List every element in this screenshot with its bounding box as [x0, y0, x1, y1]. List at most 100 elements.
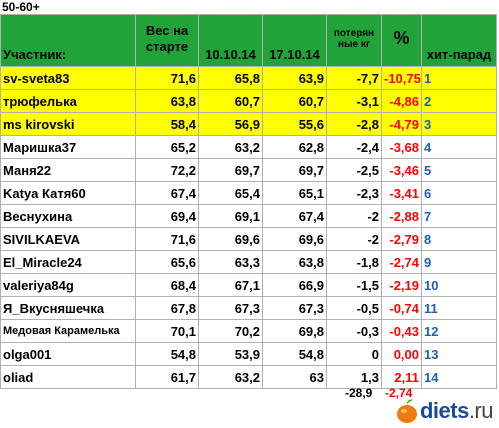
kg-lost: -0,5	[326, 296, 382, 320]
table-row: olga001 54,8 53,9 54,8 0 0,00 13	[0, 342, 497, 366]
percent-lost: -10,75	[381, 66, 422, 90]
weight-date1: 63,3	[198, 250, 263, 274]
hitparade-rank: 1	[421, 66, 497, 90]
table-row: Я_Вкусняшечка 67,8 67,3 67,3 -0,5 -0,74 11	[0, 296, 497, 320]
weight-date1: 53,9	[198, 342, 263, 366]
header-start-line2: старте	[145, 38, 189, 54]
weight-date1: 67,1	[198, 273, 263, 297]
table-row: ms kirovski 58,4 56,9 55,6 -2,8 -4,79 3	[0, 112, 497, 136]
percent-lost: -3,68	[381, 135, 422, 159]
percent-lost: -3,46	[381, 158, 422, 182]
table-row: valeriya84g 68,4 67,1 66,9 -1,5 -2,19 10	[0, 273, 497, 297]
header-participant: Участник:	[0, 14, 136, 67]
header-start-line1: Вес на	[145, 22, 189, 38]
kg-lost: -7,7	[326, 66, 382, 90]
kg-lost: 0	[326, 342, 382, 366]
participant-name: Katya Катя60	[0, 181, 136, 205]
weight-date1: 70,2	[198, 319, 263, 343]
hitparade-rank: 2	[421, 89, 497, 113]
start-weight: 67,4	[135, 181, 199, 205]
percent-lost: 2,11	[381, 365, 422, 389]
percent-lost: -4,79	[381, 112, 422, 136]
table-row: SIVILKAEVA 71,6 69,6 69,6 -2 -2,79 8	[0, 227, 497, 251]
start-weight: 63,8	[135, 89, 199, 113]
weight-date1: 69,1	[198, 204, 263, 228]
hitparade-rank: 7	[421, 204, 497, 228]
start-weight: 70,1	[135, 319, 199, 343]
hitparade-rank: 5	[421, 158, 497, 182]
start-weight: 61,7	[135, 365, 199, 389]
percent-lost: -2,79	[381, 227, 422, 251]
table-row: Медовая Карамелька 70,1 70,2 69,8 -0,3 -0,43 1…	[0, 319, 497, 343]
participant-name: Маня22	[0, 158, 136, 182]
table-row: El_Miracle24 65,6 63,3 63,8 -1,8 -2,74 9	[0, 250, 497, 274]
start-weight: 65,6	[135, 250, 199, 274]
hitparade-rank: 13	[421, 342, 497, 366]
weight-date1: 60,7	[198, 89, 263, 113]
weight-date2: 63,8	[262, 250, 327, 274]
total-loss: -28,9	[345, 386, 373, 400]
participant-name: El_Miracle24	[0, 250, 136, 274]
kg-lost: -2,8	[326, 112, 382, 136]
table-row: Веснухина 69,4 69,1 67,4 -2 -2,88 7	[0, 204, 497, 228]
participant-name: valeriya84g	[0, 273, 136, 297]
weight-date2: 63,9	[262, 66, 327, 90]
percent-lost: -3,41	[381, 181, 422, 205]
participant-name: трюфелька	[0, 89, 136, 113]
header-hitparade: хит-парад	[421, 14, 497, 67]
table-body: sv-sveta83 71,6 65,8 63,9 -7,7 -10,75 1 трюфель…	[0, 66, 497, 389]
hitparade-rank: 10	[421, 273, 497, 297]
table-row: Katya Катя60 67,4 65,4 65,1 -2,3 -3,41 6	[0, 181, 497, 205]
weight-date2: 69,6	[262, 227, 327, 251]
hitparade-rank: 8	[421, 227, 497, 251]
kg-lost: 1,3	[326, 365, 382, 389]
weight-date2: 67,4	[262, 204, 327, 228]
participant-name: sv-sveta83	[0, 66, 136, 90]
participant-name: SIVILKAEVA	[0, 227, 136, 251]
header-loss-line1: потерян	[333, 27, 375, 39]
percent-lost: -2,88	[381, 204, 422, 228]
percent-lost: -4,86	[381, 89, 422, 113]
hitparade-rank: 14	[421, 365, 497, 389]
total-percent: -2,74	[385, 386, 413, 400]
weight-date2: 69,7	[262, 158, 327, 182]
percent-lost: 0,00	[381, 342, 422, 366]
logo-tld: .ru	[468, 398, 494, 423]
weight-date1: 69,6	[198, 227, 263, 251]
weight-date1: 63,2	[198, 365, 263, 389]
header-percent: %	[381, 14, 422, 67]
weight-date1: 56,9	[198, 112, 263, 136]
header-loss: потерян ные кг	[326, 14, 382, 67]
weight-date2: 63	[262, 365, 327, 389]
participant-name: oliad	[0, 365, 136, 389]
weight-date2: 66,9	[262, 273, 327, 297]
start-weight: 71,6	[135, 227, 199, 251]
weight-date2: 60,7	[262, 89, 327, 113]
logo-text: diets.ru	[419, 398, 494, 424]
percent-lost: -2,74	[381, 250, 422, 274]
logo-name: diets	[419, 398, 469, 423]
weight-date1: 67,3	[198, 296, 263, 320]
table-row: oliad 61,7 63,2 63 1,3 2,11 14	[0, 365, 497, 389]
apple-icon	[396, 399, 417, 423]
hitparade-rank: 6	[421, 181, 497, 205]
table-row: Маришка37 65,2 63,2 62,8 -2,4 -3,68 4	[0, 135, 497, 159]
participant-name: Веснухина	[0, 204, 136, 228]
percent-lost: -0,74	[381, 296, 422, 320]
weight-date1: 69,7	[198, 158, 263, 182]
kg-lost: -2	[326, 204, 382, 228]
hitparade-rank: 11	[421, 296, 497, 320]
kg-lost: -3,1	[326, 89, 382, 113]
percent-lost: -0,43	[381, 319, 422, 343]
hitparade-rank: 4	[421, 135, 497, 159]
weight-date1: 65,8	[198, 66, 263, 90]
header-row: Участник: Вес на старте 10.10.14 17.10.1…	[0, 14, 497, 67]
start-weight: 58,4	[135, 112, 199, 136]
participant-name: ms kirovski	[0, 112, 136, 136]
percent-lost: -2,19	[381, 273, 422, 297]
header-start-weight: Вес на старте	[135, 14, 199, 67]
sheet-title: 50-60+	[2, 0, 40, 14]
participant-name: Маришка37	[0, 135, 136, 159]
kg-lost: -1,5	[326, 273, 382, 297]
kg-lost: -2,4	[326, 135, 382, 159]
